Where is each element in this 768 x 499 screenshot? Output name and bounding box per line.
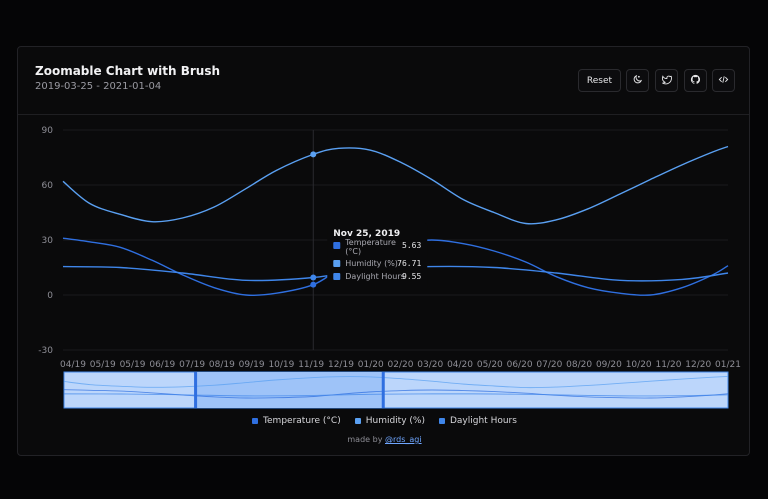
github-button[interactable] — [684, 69, 707, 92]
header-divider — [18, 114, 749, 115]
reset-button[interactable]: Reset — [578, 69, 621, 92]
chart-title: Zoomable Chart with Brush — [35, 64, 221, 78]
y-tick-label-2: 30 — [42, 236, 54, 246]
x-tick-label-0: 04/19 — [60, 360, 86, 370]
chart-card: Zoomable Chart with Brush 2019-03-25 - 2… — [17, 46, 750, 456]
date-range: 2019-03-25 - 2021-01-04 — [35, 81, 162, 92]
credit: made by @rds_agi — [18, 435, 751, 444]
tooltip-label-2: Daylight Hours — [345, 272, 405, 281]
x-tick-label-17: 08/20 — [566, 360, 592, 370]
credit-link[interactable]: @rds_agi — [385, 435, 422, 444]
x-tick-label-5: 08/19 — [209, 360, 235, 370]
tooltip-swatch-1 — [333, 260, 341, 267]
x-tick-label-7: 10/19 — [268, 360, 294, 370]
series-marker-0 — [310, 281, 317, 288]
tooltip-value-0: 5.63 — [402, 241, 421, 250]
legend-item-daylight[interactable]: Daylight Hours — [438, 416, 517, 426]
theme-toggle-icon — [632, 74, 643, 88]
x-tick-label-11: 02/20 — [388, 360, 414, 370]
code-button[interactable] — [712, 69, 735, 92]
theme-toggle-button[interactable] — [626, 69, 649, 92]
y-tick-label-3: 0 — [47, 291, 53, 301]
tooltip-value-1: 76.71 — [397, 259, 421, 268]
x-tick-label-22: 01/21 — [715, 360, 741, 370]
legend-swatch-daylight — [438, 418, 445, 424]
x-tick-label-12: 03/20 — [417, 360, 443, 370]
x-tick-label-8: 11/19 — [298, 360, 324, 370]
x-tick-label-21: 12/20 — [685, 360, 711, 370]
github-icon — [690, 74, 701, 88]
legend-swatch-humidity — [354, 418, 361, 424]
x-tick-label-10: 01/20 — [358, 360, 384, 370]
code-icon — [718, 74, 729, 88]
tooltip-label-1: Humidity (%) — [345, 259, 398, 268]
x-tick-label-9: 12/19 — [328, 360, 354, 370]
x-tick-label-20: 11/20 — [655, 360, 681, 370]
x-tick-label-16: 07/20 — [536, 360, 562, 370]
legend: Temperature (°C) Humidity (%) Daylight H… — [18, 416, 751, 426]
twitter-icon — [661, 74, 673, 88]
brush-handle-left[interactable] — [194, 372, 198, 408]
legend-label-humidity: Humidity (%) — [365, 416, 425, 426]
tooltip-label-0: Temperature (°C) — [344, 238, 396, 256]
x-tick-label-14: 05/20 — [477, 360, 503, 370]
tooltip-value-2: 9.55 — [402, 272, 421, 281]
x-tick-label-18: 09/20 — [596, 360, 622, 370]
tooltip-swatch-2 — [333, 273, 341, 280]
series-marker-2 — [310, 274, 317, 281]
brush-overview — [63, 371, 729, 409]
x-tick-label-1: 05/19 — [90, 360, 116, 370]
series-marker-1 — [310, 151, 317, 158]
x-tick-label-13: 04/20 — [447, 360, 473, 370]
y-tick-label-1: 60 — [42, 181, 54, 191]
y-tick-label-4: -30 — [38, 346, 53, 356]
tooltip-bg — [327, 223, 428, 291]
x-tick-label-2: 05/19 — [120, 360, 146, 370]
legend-item-temperature[interactable]: Temperature (°C) — [252, 416, 341, 426]
brush-series-line-1 — [63, 375, 729, 389]
credit-prefix: made by — [347, 435, 383, 444]
tooltip-date: Nov 25, 2019 — [333, 229, 400, 239]
legend-label-daylight: Daylight Hours — [449, 416, 517, 426]
brush-background — [63, 371, 729, 409]
x-tick-label-15: 06/20 — [507, 360, 533, 370]
series-line-1 — [62, 145, 729, 225]
reset-label: Reset — [586, 75, 613, 86]
legend-label-temperature: Temperature (°C) — [263, 416, 341, 426]
legend-swatch-temperature — [252, 418, 259, 424]
x-tick-label-6: 09/19 — [239, 360, 265, 370]
x-tick-label-4: 07/19 — [179, 360, 205, 370]
tooltip-swatch-0 — [333, 242, 341, 249]
brush-handle-right[interactable] — [381, 372, 385, 408]
x-tick-label-19: 10/20 — [626, 360, 652, 370]
twitter-button[interactable] — [655, 69, 678, 92]
brush-selection — [195, 372, 384, 408]
legend-item-humidity[interactable]: Humidity (%) — [354, 416, 425, 426]
x-tick-label-3: 06/19 — [149, 360, 175, 370]
y-tick-label-0: 90 — [42, 126, 54, 136]
brush-series-line-2 — [63, 393, 729, 397]
